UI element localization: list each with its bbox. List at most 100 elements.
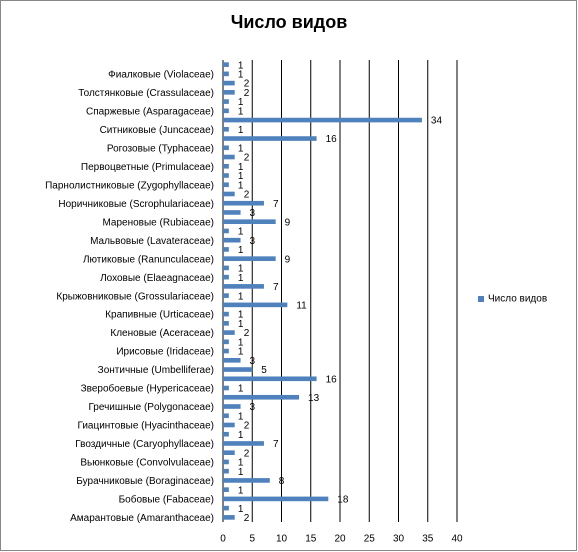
bar: [223, 274, 229, 280]
y-tick-label: Ситниковые (Juncaceae): [100, 125, 214, 136]
value-label: 1: [238, 60, 244, 71]
value-label: 2: [244, 421, 250, 432]
x-tick-label: 0: [220, 534, 226, 545]
value-label: 1: [238, 337, 244, 348]
legend-label: Число видов: [488, 294, 547, 305]
bar: [223, 154, 235, 160]
bar: [223, 339, 229, 345]
value-label: 1: [238, 347, 244, 358]
value-label: 5: [261, 365, 267, 376]
bar: [223, 182, 229, 188]
bar: [223, 145, 229, 151]
bar: [223, 385, 229, 391]
y-tick-label: Норичниковые (Scrophulariaceae): [58, 199, 214, 210]
value-label: 1: [238, 97, 244, 108]
value-label: 1: [238, 125, 244, 136]
value-label: 9: [285, 217, 291, 228]
bar: [223, 191, 235, 197]
value-label: 2: [244, 190, 250, 201]
value-label: 1: [238, 273, 244, 284]
value-label: 1: [238, 458, 244, 469]
bar: [223, 302, 288, 308]
value-label: 2: [244, 153, 250, 164]
y-tick-label: Лоховые (Elaeagnaceae): [100, 273, 214, 284]
chart-title: Число видов: [231, 12, 348, 32]
y-tick-label: Первоцветные (Primulaceae): [81, 162, 214, 173]
bar: [223, 136, 317, 141]
y-tick-label: Мареновые (Rubiaceae): [102, 217, 214, 228]
bar: [223, 126, 229, 132]
x-tick-label: 30: [393, 534, 405, 545]
y-tick-label: Мальвовые (Lavateraceae): [90, 236, 214, 247]
bar: [223, 394, 300, 400]
bar: [223, 256, 276, 261]
value-label: 16: [326, 134, 338, 145]
value-label: 1: [238, 162, 244, 173]
value-label: 1: [238, 106, 244, 117]
bar: [223, 422, 235, 428]
value-label: 7: [273, 282, 279, 293]
y-tick-label: Лютиковые (Ranunculaceae): [83, 254, 214, 265]
y-tick-label: Бобовые (Fabaceae): [119, 494, 214, 506]
value-label: 1: [238, 264, 244, 275]
value-label: 3: [250, 236, 256, 247]
value-label: 1: [238, 180, 244, 191]
y-tick-label: Ирисовые (Iridaceae): [116, 347, 214, 358]
y-tick-label: Вьюнковые (Convolvulaceae): [80, 458, 214, 469]
value-label: 1: [238, 70, 244, 81]
value-label: 18: [337, 495, 349, 506]
bar: [223, 321, 229, 326]
x-tick-label: 25: [364, 534, 376, 545]
y-tick-label: Зонтичные (Umbelliferae): [98, 365, 214, 376]
value-label: 1: [238, 485, 244, 496]
value-label: 1: [238, 245, 244, 256]
value-label: 1: [238, 143, 244, 154]
bar: [223, 311, 229, 317]
value-label: 1: [238, 384, 244, 395]
y-tick-label: Амарантовые (Amaranthaceae): [70, 513, 214, 524]
value-label: 2: [244, 79, 250, 90]
value-label: 2: [244, 513, 250, 524]
bar: [223, 108, 229, 114]
bar: [223, 376, 317, 382]
value-label: 3: [250, 356, 256, 367]
value-label: 1: [238, 467, 244, 478]
value-label: 3: [250, 208, 256, 219]
value-label: 1: [238, 171, 244, 182]
bar: [223, 468, 229, 474]
bar: [223, 228, 229, 234]
bar: [223, 117, 422, 123]
bar: [223, 357, 241, 363]
bar: [223, 247, 229, 252]
bar: [223, 71, 229, 77]
value-label: 11: [296, 301, 307, 312]
bar: [223, 478, 270, 483]
bar: [223, 80, 235, 86]
bar: [223, 173, 229, 178]
bar: [223, 450, 235, 456]
value-label: 2: [244, 88, 250, 99]
y-tick-label: Гвоздичные (Caryophyllaceae): [75, 439, 214, 450]
bar: [223, 330, 235, 335]
bar: [223, 441, 264, 446]
bar: [223, 284, 264, 289]
bar: [223, 99, 229, 104]
y-tick-label: Спаржевые (Asparagaceae): [86, 106, 214, 117]
bar: [223, 163, 229, 169]
bar: [223, 237, 241, 243]
x-tick-label: 20: [334, 534, 346, 545]
bar: [223, 200, 264, 206]
y-tick-label: Гиацинтовые (Hyacinthaceae): [77, 421, 214, 432]
y-tick-label: Рогозовые (Typhaceae): [107, 143, 214, 154]
value-label: 2: [244, 448, 250, 459]
value-label: 3: [250, 402, 256, 413]
x-tick-label: 15: [305, 534, 317, 545]
bar: [223, 348, 229, 354]
value-label: 1: [238, 430, 244, 441]
value-label: 16: [326, 374, 338, 385]
value-label: 1: [238, 319, 244, 330]
value-label: 1: [238, 227, 244, 238]
x-tick-label: 35: [422, 534, 434, 545]
